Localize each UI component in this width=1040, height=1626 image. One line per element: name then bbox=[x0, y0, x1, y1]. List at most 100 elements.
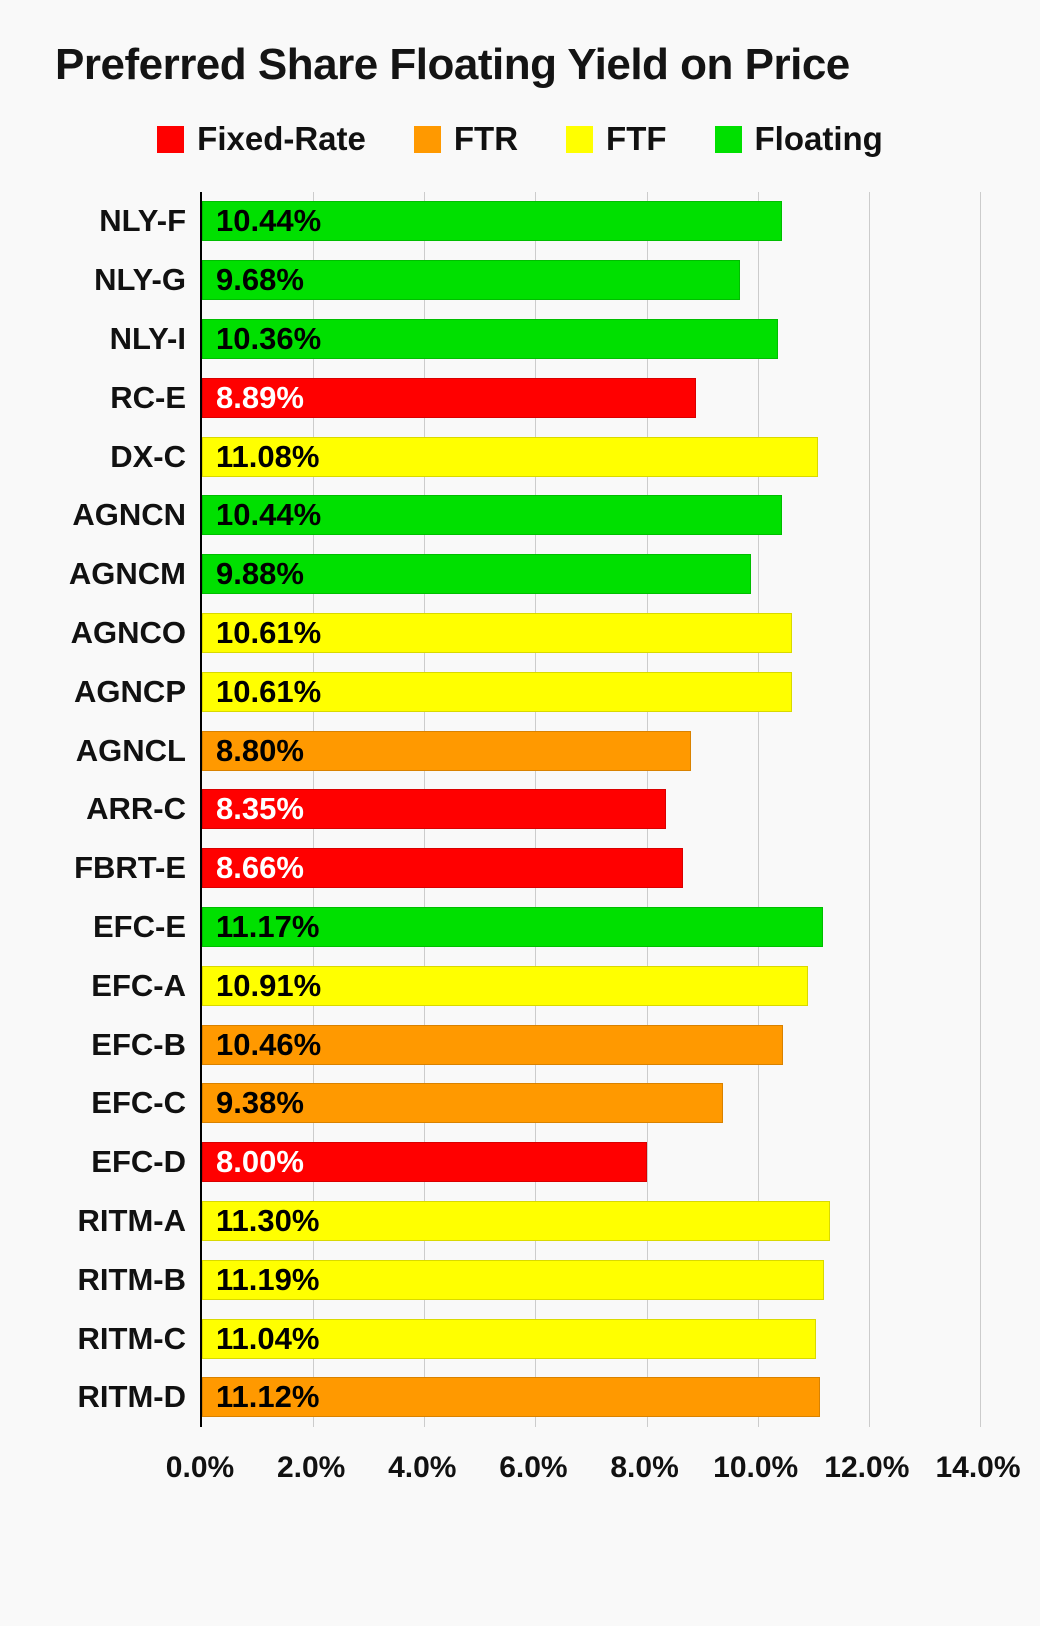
chart-container: Preferred Share Floating Yield on Price … bbox=[0, 40, 1040, 1507]
legend-swatch bbox=[714, 125, 742, 153]
bar-value-label: 9.88% bbox=[216, 556, 304, 592]
bar: 11.19% bbox=[202, 1259, 824, 1300]
bar-row: 9.88% bbox=[202, 545, 980, 604]
category-label: AGNCL bbox=[75, 732, 186, 768]
bar-value-label: 10.61% bbox=[216, 614, 322, 650]
bar-value-label: 10.36% bbox=[216, 320, 322, 356]
category-label: FBRT-E bbox=[74, 850, 186, 886]
bar-value-label: 11.12% bbox=[216, 1379, 320, 1415]
bar: 10.36% bbox=[202, 318, 778, 359]
legend-item: FTF bbox=[566, 120, 667, 158]
category-label: AGNCN bbox=[72, 497, 186, 533]
legend-label: FTF bbox=[606, 120, 667, 157]
chart-title: Preferred Share Floating Yield on Price bbox=[55, 40, 850, 89]
category-label: AGNCO bbox=[70, 614, 186, 650]
bar-row: 8.89% bbox=[202, 368, 980, 427]
bar: 9.38% bbox=[202, 1083, 724, 1124]
category-label: AGNCP bbox=[74, 673, 186, 709]
bar-value-label: 11.17% bbox=[216, 908, 320, 944]
bar: 11.04% bbox=[202, 1318, 816, 1359]
bar-value-label: 10.44% bbox=[216, 497, 322, 533]
x-tick-label: 8.0% bbox=[610, 1450, 679, 1484]
bar-value-label: 10.44% bbox=[216, 203, 322, 239]
bar-value-label: 8.35% bbox=[216, 791, 304, 827]
category-label: RITM-D bbox=[77, 1379, 186, 1415]
bar-row: 11.17% bbox=[202, 898, 980, 957]
bar-row: 8.66% bbox=[202, 839, 980, 898]
bar-row: 11.08% bbox=[202, 427, 980, 486]
bar-value-label: 11.08% bbox=[216, 438, 320, 474]
bar-row: 10.61% bbox=[202, 662, 980, 721]
bar: 9.68% bbox=[202, 260, 740, 301]
bar: 10.44% bbox=[202, 201, 783, 242]
legend-item: Floating bbox=[714, 120, 883, 158]
x-axis-row: 0.0% 2.0% 4.0% 6.0% 8.0% 10.0% 12.0% 14.0% bbox=[0, 1427, 1040, 1507]
x-axis: 0.0% 2.0% 4.0% 6.0% 8.0% 10.0% 12.0% 14.0% bbox=[166, 1427, 1021, 1507]
bar: 8.66% bbox=[202, 848, 684, 889]
legend: Fixed-Rate FTR FTF Floating bbox=[0, 120, 1040, 158]
bar: 10.91% bbox=[202, 965, 809, 1006]
bar-value-label: 8.89% bbox=[216, 379, 304, 415]
category-label: ARR-C bbox=[86, 791, 186, 827]
x-tick-label: 14.0% bbox=[935, 1450, 1021, 1484]
bar-value-label: 11.30% bbox=[216, 1202, 320, 1238]
category-labels-column: NLY-F NLY-G NLY-I RC-E DX-C AGNCN AGNCM AGNCO AG… bbox=[0, 192, 200, 1427]
category-label: RITM-B bbox=[77, 1261, 186, 1297]
category-label: NLY-G bbox=[94, 262, 186, 298]
legend-label: FTR bbox=[453, 120, 519, 157]
bar-value-label: 10.61% bbox=[216, 673, 322, 709]
bar: 11.12% bbox=[202, 1377, 820, 1418]
bar-row: 9.38% bbox=[202, 1074, 980, 1133]
bar: 10.46% bbox=[202, 1024, 784, 1065]
bars-layer: 10.44% 9.68% 10.36% 8.89% 11.08% 10.44% 9.88% 1… bbox=[202, 192, 980, 1427]
category-label: NLY-F bbox=[99, 203, 186, 239]
bar: 11.08% bbox=[202, 436, 818, 477]
bar-row: 11.04% bbox=[202, 1309, 980, 1368]
bar-row: 9.68% bbox=[202, 251, 980, 310]
legend-item: FTR bbox=[413, 120, 519, 158]
plot-area: 10.44% 9.68% 10.36% 8.89% 11.08% 10.44% 9.88% 1… bbox=[200, 192, 981, 1427]
bar-value-label: 10.91% bbox=[216, 967, 322, 1003]
category-label: RC-E bbox=[110, 379, 186, 415]
x-tick-label: 2.0% bbox=[276, 1450, 346, 1484]
bar-value-label: 8.66% bbox=[216, 850, 304, 886]
bar: 8.89% bbox=[202, 377, 697, 418]
bar-row: 11.12% bbox=[202, 1368, 980, 1427]
bar-value-label: 9.68% bbox=[216, 262, 304, 298]
bar: 10.61% bbox=[202, 612, 792, 653]
x-tick-label: 12.0% bbox=[824, 1450, 910, 1484]
bar-row: 10.36% bbox=[202, 310, 980, 369]
bar-value-label: 11.19% bbox=[216, 1261, 320, 1297]
x-tick-label: 10.0% bbox=[713, 1450, 799, 1484]
category-label: EFC-C bbox=[91, 1085, 186, 1121]
bar-row: 10.44% bbox=[202, 486, 980, 545]
grid-line bbox=[868, 192, 870, 1427]
x-tick-label: 4.0% bbox=[388, 1450, 457, 1484]
legend-label: Floating bbox=[754, 120, 883, 157]
bar-value-label: 9.38% bbox=[216, 1085, 304, 1121]
legend-swatch bbox=[566, 125, 594, 153]
legend-swatch bbox=[157, 125, 185, 153]
bar-row: 10.91% bbox=[202, 956, 980, 1015]
category-label: EFC-A bbox=[91, 967, 186, 1003]
legend-label: Fixed-Rate bbox=[197, 120, 366, 157]
bar-row: 10.46% bbox=[202, 1015, 980, 1074]
bar: 11.30% bbox=[202, 1200, 830, 1241]
grid-line bbox=[980, 192, 981, 1427]
bar-value-label: 8.00% bbox=[216, 1144, 304, 1180]
category-label: AGNCM bbox=[68, 556, 186, 592]
bar: 11.17% bbox=[202, 906, 823, 947]
category-label: EFC-B bbox=[91, 1026, 186, 1062]
x-tick-label: 6.0% bbox=[499, 1450, 568, 1484]
bar-row: 8.00% bbox=[202, 1133, 980, 1192]
bar-row: 8.35% bbox=[202, 780, 980, 839]
category-label: NLY-I bbox=[109, 320, 186, 356]
bar-value-label: 11.04% bbox=[216, 1320, 320, 1356]
bar: 8.00% bbox=[202, 1142, 647, 1183]
category-label: EFC-E bbox=[93, 908, 186, 944]
bar-row: 10.44% bbox=[202, 192, 980, 251]
bar: 10.44% bbox=[202, 495, 783, 536]
bar: 10.61% bbox=[202, 671, 792, 712]
bar-row: 11.19% bbox=[202, 1250, 980, 1309]
bar: 9.88% bbox=[202, 554, 752, 595]
